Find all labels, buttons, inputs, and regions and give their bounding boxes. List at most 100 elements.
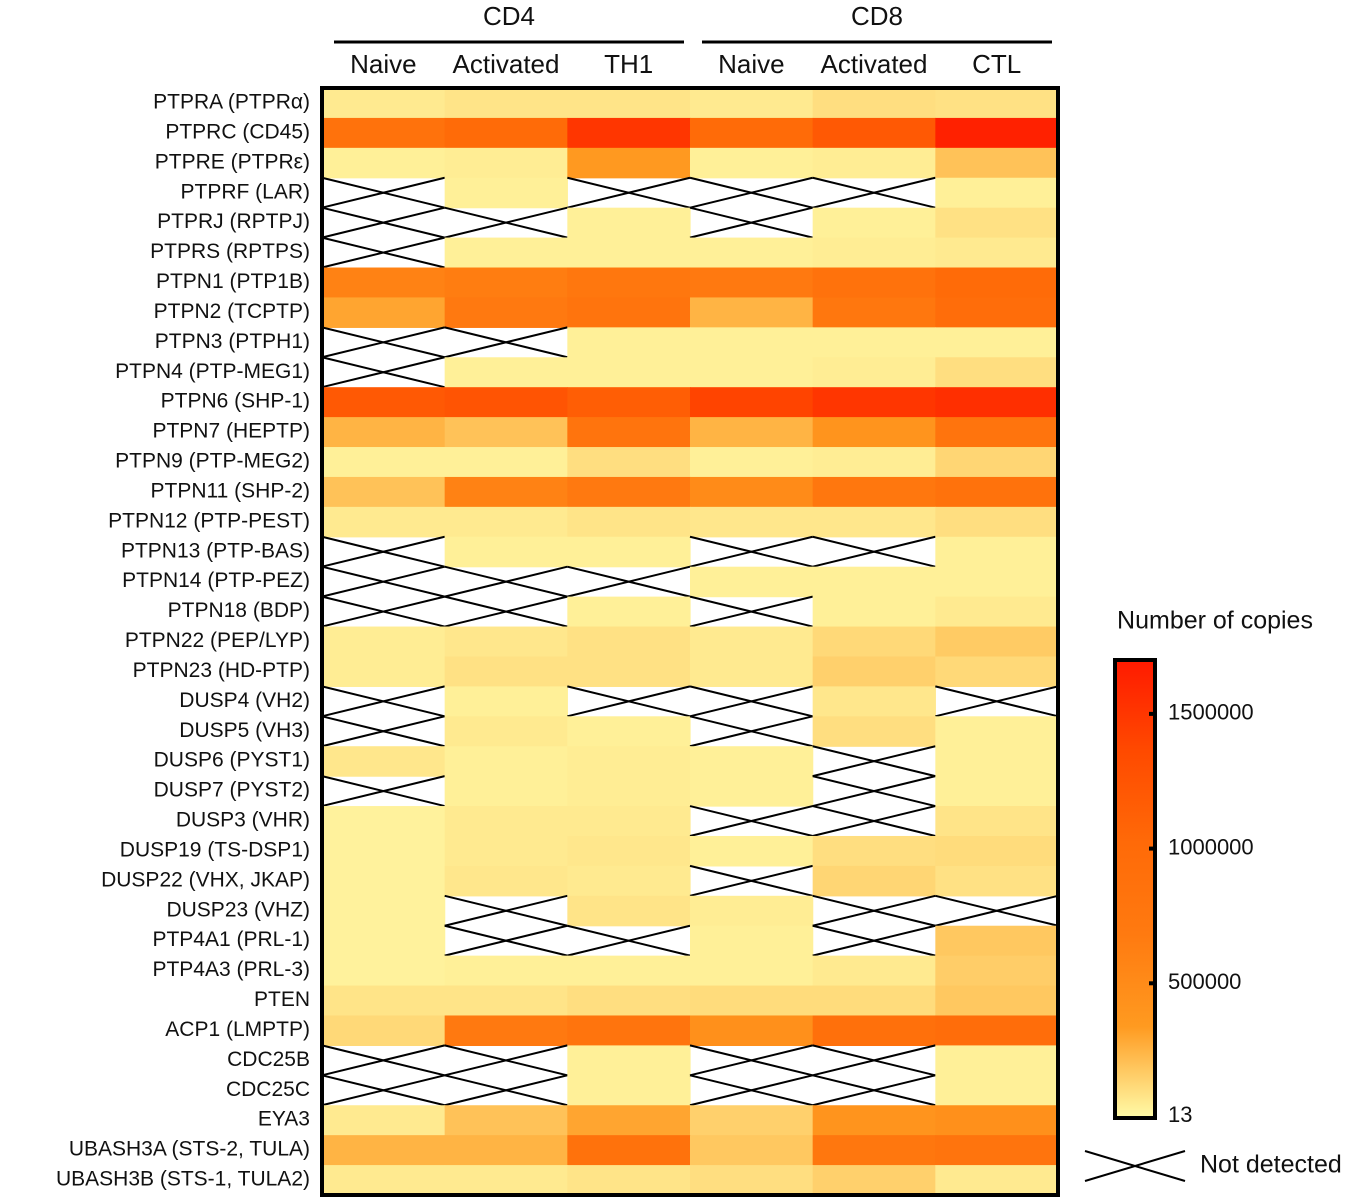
colorbar-tick-label: 1500000 — [1168, 700, 1254, 725]
heatmap-cell — [444, 1015, 568, 1047]
not-detected-cross — [444, 326, 568, 359]
row-label: DUSP4 (VH2) — [179, 689, 310, 712]
heatmap-cell — [567, 207, 691, 239]
not-detected-cross — [689, 1074, 813, 1107]
not-detected-cross — [321, 176, 445, 209]
not-detected-cross — [444, 1044, 568, 1077]
heatmap-cell — [935, 985, 1059, 1017]
heatmap-cell — [935, 117, 1059, 149]
heatmap-cell — [935, 955, 1059, 987]
row-label: CDC25C — [226, 1078, 310, 1101]
heatmap-border — [320, 86, 1060, 1197]
heatmap-cell — [567, 806, 691, 837]
not-detected-cross — [689, 535, 813, 568]
heatmap-cell — [935, 237, 1059, 269]
heatmap-cell — [935, 626, 1059, 658]
row-label: PTPRS (RPTPS) — [150, 240, 310, 263]
not-detected-cross — [567, 176, 691, 209]
colorbar-tick-label: 1000000 — [1168, 834, 1254, 859]
row-label: PTP4A1 (PRL-1) — [152, 928, 310, 951]
heatmap-cell — [690, 895, 814, 927]
heatmap-cell — [444, 985, 568, 1017]
colorbar-tick-label: 500000 — [1168, 969, 1241, 994]
heatmap-cell — [567, 147, 691, 179]
not-detected-cross — [935, 685, 1059, 718]
not-detected-cross — [567, 565, 691, 598]
row-label: PTP4A3 (PRL-3) — [152, 958, 310, 981]
row-label: DUSP6 (PYST1) — [154, 749, 310, 772]
heatmap-cell — [567, 985, 691, 1017]
not-detected-cross — [321, 236, 445, 269]
not-detected-cross — [444, 924, 568, 957]
heatmap-cell — [567, 955, 691, 987]
heatmap-cell — [322, 895, 446, 927]
not-detected-cross — [812, 805, 936, 837]
heatmap-cell — [812, 447, 936, 478]
not-detected-cross — [321, 685, 445, 718]
row-label: PTPN6 (SHP-1) — [161, 390, 310, 413]
heatmap-cell — [567, 1045, 691, 1076]
heatmap-cell — [444, 1135, 568, 1166]
row-label: PTPN23 (HD-PTP) — [133, 659, 310, 682]
heatmap-cell — [567, 1075, 691, 1106]
heatmap-cell — [567, 327, 691, 358]
heatmap-cell — [567, 656, 691, 687]
heatmap-cell — [444, 656, 568, 687]
row-label: PTPRC (CD45) — [165, 120, 310, 143]
not-detected-cross — [812, 176, 936, 209]
heatmap-cell — [812, 147, 936, 179]
heatmap-cell — [322, 387, 446, 418]
heatmap-cell — [444, 117, 568, 149]
not-detected-cross — [321, 535, 445, 568]
not-detected-cross — [321, 326, 445, 359]
heatmap-cell — [690, 1135, 814, 1166]
heatmap-cell — [567, 447, 691, 478]
heatmap-cell — [444, 447, 568, 478]
heatmap-cell — [935, 267, 1059, 299]
heatmap-cell — [567, 267, 691, 299]
heatmap-cell — [812, 835, 936, 867]
row-label: DUSP22 (VHX, JKAP) — [101, 868, 310, 891]
heatmap-cell — [812, 357, 936, 388]
heatmap-cell — [567, 835, 691, 867]
not-detected-cross — [321, 356, 445, 389]
heatmap-cell — [812, 387, 936, 418]
heatmap-cell — [812, 1135, 936, 1166]
heatmap-cell — [690, 117, 814, 149]
group-label: CD8 — [851, 1, 903, 31]
heatmap-cell — [444, 387, 568, 418]
heatmap-cell — [567, 1135, 691, 1166]
heatmap-cell — [322, 656, 446, 687]
heatmap-cell — [322, 267, 446, 299]
not-detected-cross — [444, 565, 568, 598]
cross-line — [1084, 1150, 1186, 1182]
heatmap-cell — [567, 1015, 691, 1047]
column-label: Naive — [350, 49, 416, 79]
heatmap-cell — [935, 746, 1059, 777]
heatmap-cell — [444, 88, 568, 119]
heatmap-cell — [812, 207, 936, 239]
heatmap-cell — [812, 297, 936, 328]
row-label: DUSP23 (VHZ) — [166, 898, 310, 921]
heatmap-cell — [444, 746, 568, 777]
heatmap-cell — [812, 596, 936, 628]
not-detected-cross — [689, 595, 813, 628]
heatmap-cell — [812, 88, 936, 119]
heatmap-cell — [322, 806, 446, 837]
not-detected-cross — [444, 206, 568, 239]
heatmap-cell — [812, 985, 936, 1017]
heatmap-cell — [935, 596, 1059, 628]
heatmap-cell — [322, 1135, 446, 1166]
heatmap-cell — [935, 387, 1059, 418]
heatmap-cell — [567, 1105, 691, 1136]
not-detected-cross — [812, 535, 936, 568]
heatmap-cell — [935, 716, 1059, 747]
column-label: Naive — [718, 49, 784, 79]
heatmap-cell — [567, 476, 691, 508]
heatmap-cell — [935, 88, 1059, 119]
heatmap-cell — [690, 1105, 814, 1136]
column-label: TH1 — [604, 49, 653, 79]
heatmap-cell — [567, 1165, 691, 1196]
not-detected-cross — [689, 1044, 813, 1077]
not-detected-cross — [689, 685, 813, 718]
